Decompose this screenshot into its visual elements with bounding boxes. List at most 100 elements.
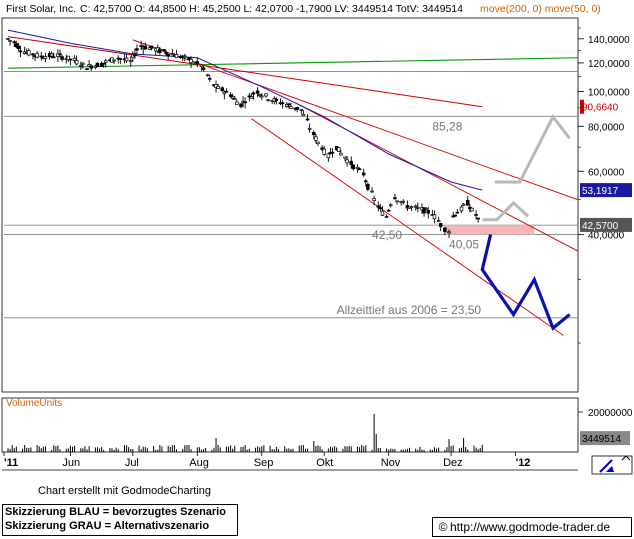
candle-body bbox=[124, 57, 129, 62]
ma200-line bbox=[7, 36, 483, 108]
volume-last-label: 3449514 bbox=[582, 434, 621, 445]
candle-body bbox=[345, 159, 349, 164]
candle-body bbox=[16, 45, 21, 50]
candle-body bbox=[128, 60, 133, 62]
candle-body bbox=[133, 53, 137, 57]
x-tick-label: '11 bbox=[4, 457, 18, 469]
candle-body bbox=[295, 106, 299, 110]
x-tick-label: Dez bbox=[443, 457, 463, 469]
candle-body bbox=[322, 148, 326, 155]
pencil-icon bbox=[606, 466, 614, 472]
y-tick-label: 100,0000 bbox=[588, 87, 630, 98]
candle-body bbox=[326, 153, 331, 159]
candle-body bbox=[409, 206, 414, 208]
candle-body bbox=[330, 151, 335, 154]
candle-body bbox=[393, 197, 397, 200]
volume-last-box bbox=[580, 431, 630, 446]
volume-frame bbox=[1, 397, 579, 453]
level-label: 85,28 bbox=[432, 119, 462, 133]
volume-panel: 20000000 3449514 bbox=[1, 397, 633, 453]
candle-body bbox=[52, 56, 56, 59]
x-tick-label: Okt bbox=[316, 457, 333, 469]
candle-body bbox=[470, 207, 474, 212]
header-ohlc: C: 42,5700 O: 44,8500 H: 45,2500 L: 42,0… bbox=[80, 3, 463, 15]
candle-body bbox=[424, 208, 428, 210]
x-tick-label: Sep bbox=[254, 457, 274, 469]
candle-body bbox=[337, 147, 341, 152]
candle-body bbox=[413, 205, 418, 208]
volume-label: VolumeUnits bbox=[6, 398, 62, 409]
candle-body bbox=[243, 101, 247, 104]
candle-body bbox=[384, 216, 389, 218]
candle-body bbox=[301, 113, 306, 117]
scenario-grey-path-2 bbox=[494, 114, 571, 184]
candle-body bbox=[443, 227, 447, 232]
candle-body bbox=[436, 220, 441, 222]
candle-body bbox=[39, 55, 44, 58]
candle-body bbox=[249, 96, 254, 99]
candle-body bbox=[255, 90, 260, 94]
candle-body bbox=[372, 198, 376, 201]
candle-body bbox=[112, 59, 116, 62]
candle-body bbox=[14, 43, 19, 48]
candle-body bbox=[162, 49, 166, 52]
legend-grey: Skizzierung GRAU = Alternativszenario bbox=[5, 520, 210, 532]
candle-body bbox=[95, 62, 100, 68]
candle-body bbox=[216, 85, 220, 89]
draw-line-icon bbox=[599, 459, 613, 473]
candle-body bbox=[205, 74, 210, 77]
candle-body bbox=[56, 53, 60, 57]
candle-body bbox=[81, 62, 85, 65]
candle-body bbox=[220, 87, 225, 92]
candle-body bbox=[453, 214, 458, 217]
x-tick-label: '12 bbox=[516, 457, 531, 469]
candle-body bbox=[87, 64, 91, 67]
candle-body bbox=[380, 210, 385, 216]
candle-body bbox=[447, 231, 451, 234]
scenario-legend: Skizzierung BLAU = bevorzugtes Szenario … bbox=[2, 504, 238, 536]
scenario-grey-path-1 bbox=[482, 200, 530, 222]
candle-body bbox=[438, 223, 443, 227]
candle-body bbox=[361, 172, 366, 176]
copyright-icon: © bbox=[438, 520, 448, 534]
candle-body bbox=[68, 58, 73, 61]
last-price-label: 42,5700 bbox=[582, 221, 619, 232]
candle-body bbox=[455, 211, 460, 214]
candle-body bbox=[149, 45, 154, 49]
candle-body bbox=[316, 141, 320, 144]
candle-body bbox=[189, 59, 193, 63]
candle-body bbox=[355, 166, 360, 169]
chart-tools[interactable] bbox=[591, 455, 633, 475]
candle-body bbox=[166, 53, 170, 57]
candle-body bbox=[183, 55, 187, 58]
candle-body bbox=[66, 55, 71, 61]
footer-credit: Chart erstellt mit GodmodeCharting bbox=[38, 485, 212, 497]
candle-body bbox=[395, 200, 399, 203]
candle-body bbox=[307, 128, 312, 130]
candle-body bbox=[6, 38, 10, 40]
price-frame bbox=[1, 17, 579, 393]
candle-body bbox=[158, 48, 162, 53]
candle-body bbox=[85, 68, 89, 71]
candle-body bbox=[43, 56, 48, 59]
candle-body bbox=[299, 108, 304, 111]
x-tick-label: Jul bbox=[125, 457, 139, 469]
scenario-blue-path bbox=[480, 234, 571, 331]
website-url: http://www.godmode-trader.de bbox=[450, 520, 611, 534]
candle-body bbox=[222, 91, 227, 95]
candle-body bbox=[79, 65, 83, 67]
website-link[interactable]: © http://www.godmode-trader.de bbox=[432, 517, 632, 537]
candle-body bbox=[257, 94, 262, 96]
y-tick-label: 60,0000 bbox=[588, 167, 625, 178]
level-label: 40,05 bbox=[449, 237, 479, 251]
legend-blue: Skizzierung BLAU = bevorzugtes Szenario bbox=[5, 506, 226, 518]
x-axis: '11 Jun Jul Aug Sep Okt Nov Dez '12 bbox=[2, 452, 578, 471]
candle-body bbox=[201, 67, 206, 70]
last-price-box bbox=[580, 217, 632, 232]
candle-body bbox=[465, 200, 470, 206]
candle-body bbox=[320, 147, 324, 150]
chart-background bbox=[0, 0, 634, 480]
candle-body bbox=[187, 57, 191, 60]
candle-body bbox=[228, 94, 233, 97]
candle-body bbox=[343, 156, 347, 159]
